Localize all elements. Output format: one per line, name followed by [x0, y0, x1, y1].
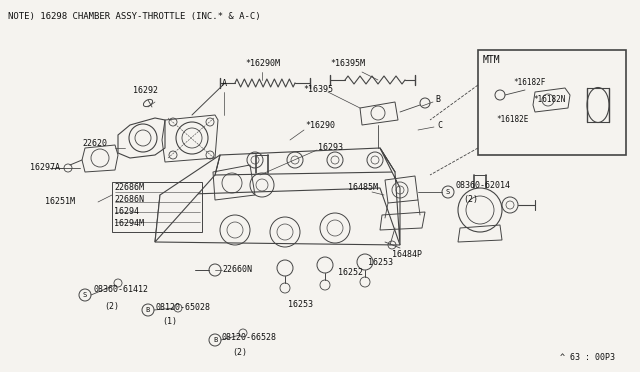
Text: 22660N: 22660N	[222, 265, 252, 274]
Text: 16251M: 16251M	[45, 198, 75, 206]
Text: 08360-61412: 08360-61412	[94, 285, 149, 295]
Text: (2): (2)	[104, 302, 119, 311]
Polygon shape	[155, 188, 400, 245]
Polygon shape	[380, 148, 400, 245]
Text: 16294: 16294	[114, 207, 139, 216]
Text: 16253: 16253	[368, 258, 393, 267]
Text: S: S	[446, 189, 450, 195]
Text: 16297A: 16297A	[30, 164, 60, 173]
Text: 16253: 16253	[288, 300, 313, 309]
Text: (2): (2)	[463, 195, 478, 204]
Text: 08120-65028: 08120-65028	[155, 302, 210, 311]
Text: 08120-66528: 08120-66528	[222, 334, 277, 343]
Text: *16395: *16395	[303, 86, 333, 94]
Text: 16252: 16252	[338, 268, 363, 277]
Text: A: A	[221, 79, 227, 88]
Text: 22620: 22620	[82, 138, 107, 148]
Text: 16292: 16292	[132, 86, 157, 95]
Text: *16182E: *16182E	[496, 115, 529, 124]
Text: *16395M: *16395M	[330, 59, 365, 68]
Text: 16294M: 16294M	[114, 219, 144, 228]
Text: (2): (2)	[232, 348, 247, 357]
Text: 16293: 16293	[318, 142, 343, 151]
Text: B: B	[146, 307, 150, 313]
Text: NOTE) 16298 CHAMBER ASSY-THROTTLE (INC.* & A-C): NOTE) 16298 CHAMBER ASSY-THROTTLE (INC.*…	[8, 12, 260, 21]
Text: B: B	[213, 337, 217, 343]
Text: *16290: *16290	[305, 121, 335, 129]
Polygon shape	[155, 155, 220, 242]
Text: 16484P: 16484P	[392, 250, 422, 259]
Text: C: C	[437, 121, 442, 129]
Text: 22686M: 22686M	[114, 183, 144, 192]
Text: *16182F: *16182F	[513, 78, 545, 87]
Text: S: S	[83, 292, 87, 298]
Text: 22686N: 22686N	[114, 195, 144, 204]
Polygon shape	[215, 148, 395, 175]
Text: *16290M: *16290M	[245, 59, 280, 68]
Text: 08360-62014: 08360-62014	[455, 180, 510, 189]
Text: (1): (1)	[162, 317, 177, 326]
Text: B: B	[435, 96, 440, 105]
Text: MTM: MTM	[483, 55, 500, 65]
Text: 16485M: 16485M	[348, 183, 378, 192]
Text: *16182N: *16182N	[533, 95, 565, 104]
FancyBboxPatch shape	[478, 50, 626, 155]
Text: ^ 63 : 00P3: ^ 63 : 00P3	[560, 353, 615, 362]
